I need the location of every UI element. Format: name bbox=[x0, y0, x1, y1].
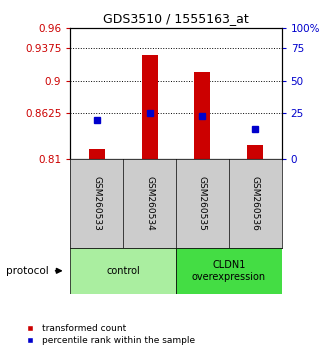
Text: GSM260533: GSM260533 bbox=[92, 176, 101, 231]
Text: GSM260535: GSM260535 bbox=[198, 176, 207, 231]
Text: GSM260534: GSM260534 bbox=[145, 176, 154, 231]
Text: CLDN1
overexpression: CLDN1 overexpression bbox=[192, 260, 266, 282]
Bar bbox=[247, 145, 263, 159]
Text: GDS3510 / 1555163_at: GDS3510 / 1555163_at bbox=[103, 12, 249, 25]
Legend: transformed count, percentile rank within the sample: transformed count, percentile rank withi… bbox=[20, 324, 196, 346]
Text: control: control bbox=[106, 266, 140, 276]
Bar bbox=[195, 72, 210, 159]
Text: protocol: protocol bbox=[6, 266, 49, 276]
Bar bbox=[176, 248, 282, 294]
Bar bbox=[142, 55, 157, 159]
Bar bbox=[70, 248, 176, 294]
Bar bbox=[89, 149, 105, 159]
Text: GSM260536: GSM260536 bbox=[251, 176, 260, 231]
